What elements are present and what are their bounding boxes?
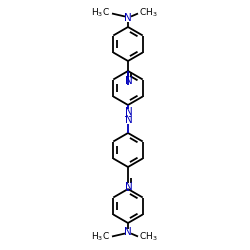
Text: N: N [125, 115, 133, 125]
Text: N: N [125, 107, 133, 117]
Text: CH$_3$: CH$_3$ [139, 231, 158, 243]
Text: N: N [124, 13, 132, 23]
Text: CH$_3$: CH$_3$ [139, 7, 158, 19]
Text: H$_3$C: H$_3$C [91, 7, 110, 19]
Text: N: N [124, 227, 132, 237]
Text: N: N [125, 182, 133, 192]
Text: N: N [125, 76, 133, 86]
Text: H$_3$C: H$_3$C [91, 231, 110, 243]
